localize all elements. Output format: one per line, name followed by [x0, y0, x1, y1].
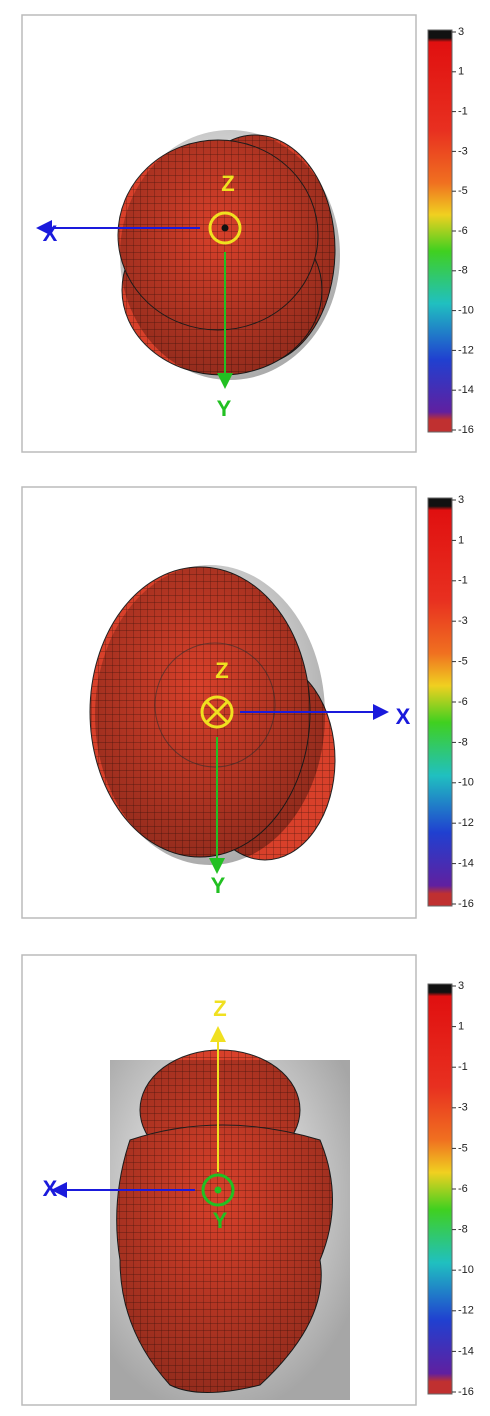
y-axis-label: Y — [217, 396, 232, 421]
z-axis-label: Z — [221, 171, 234, 196]
colorbar-label: -5 — [458, 1142, 468, 1154]
axis-symbol — [208, 211, 242, 245]
colorbar-label: -16 — [458, 424, 474, 436]
colorbar-label: -16 — [458, 1386, 474, 1398]
colorbar-label: -14 — [458, 1345, 474, 1357]
shade — [120, 130, 340, 380]
x-axis-label: X — [43, 1176, 58, 1201]
axis-symbol-cross — [205, 700, 229, 724]
x-axis-label: X — [396, 704, 411, 729]
colorbar-label: -3 — [458, 145, 468, 157]
colorbar-label: 3 — [458, 980, 464, 992]
colorbar-label: -8 — [458, 1224, 468, 1236]
y-axis-label: Y — [213, 1208, 228, 1233]
y-axis-label: Y — [211, 873, 226, 898]
axis-symbol-dot — [214, 1186, 222, 1194]
colorbar-label: -10 — [458, 777, 474, 789]
colorbar-label: 3 — [458, 494, 464, 506]
colorbar — [427, 497, 453, 907]
colorbar-label: -16 — [458, 898, 474, 910]
colorbar-label: 1 — [458, 66, 464, 78]
colorbar-label: -8 — [458, 736, 468, 748]
colorbar-label: -14 — [458, 384, 474, 396]
colorbar-label: 1 — [458, 1021, 464, 1033]
colorbar-label: -3 — [458, 1102, 468, 1114]
colorbar-label: -12 — [458, 1305, 474, 1317]
colorbar-label: 3 — [458, 26, 464, 38]
colorbar-label: -10 — [458, 305, 474, 317]
colorbar-label: -1 — [458, 106, 468, 118]
colorbar-label: 1 — [458, 534, 464, 546]
shade — [95, 565, 325, 865]
axis-symbol — [201, 1173, 235, 1207]
axis-symbol — [200, 695, 234, 729]
colorbar-label: -1 — [458, 1061, 468, 1073]
colorbar-label: -5 — [458, 185, 468, 197]
colorbar-label: -6 — [458, 1183, 468, 1195]
colorbar-label: -6 — [458, 696, 468, 708]
z-axis-label: Z — [213, 996, 226, 1021]
colorbar — [427, 983, 453, 1395]
colorbar-label: -10 — [458, 1264, 474, 1276]
colorbar-label: -12 — [458, 344, 474, 356]
x-axis-label: X — [43, 221, 58, 246]
colorbar-label: -8 — [458, 265, 468, 277]
shade — [110, 1060, 350, 1400]
colorbar-label: -6 — [458, 225, 468, 237]
colorbar-label: -12 — [458, 817, 474, 829]
colorbar-label: -14 — [458, 858, 474, 870]
colorbar — [427, 29, 453, 433]
axis-symbol-dot — [221, 224, 229, 232]
colorbar-label: -1 — [458, 575, 468, 587]
colorbar-label: -3 — [458, 615, 468, 627]
colorbar-label: -5 — [458, 656, 468, 668]
z-axis-label: Z — [215, 658, 228, 683]
